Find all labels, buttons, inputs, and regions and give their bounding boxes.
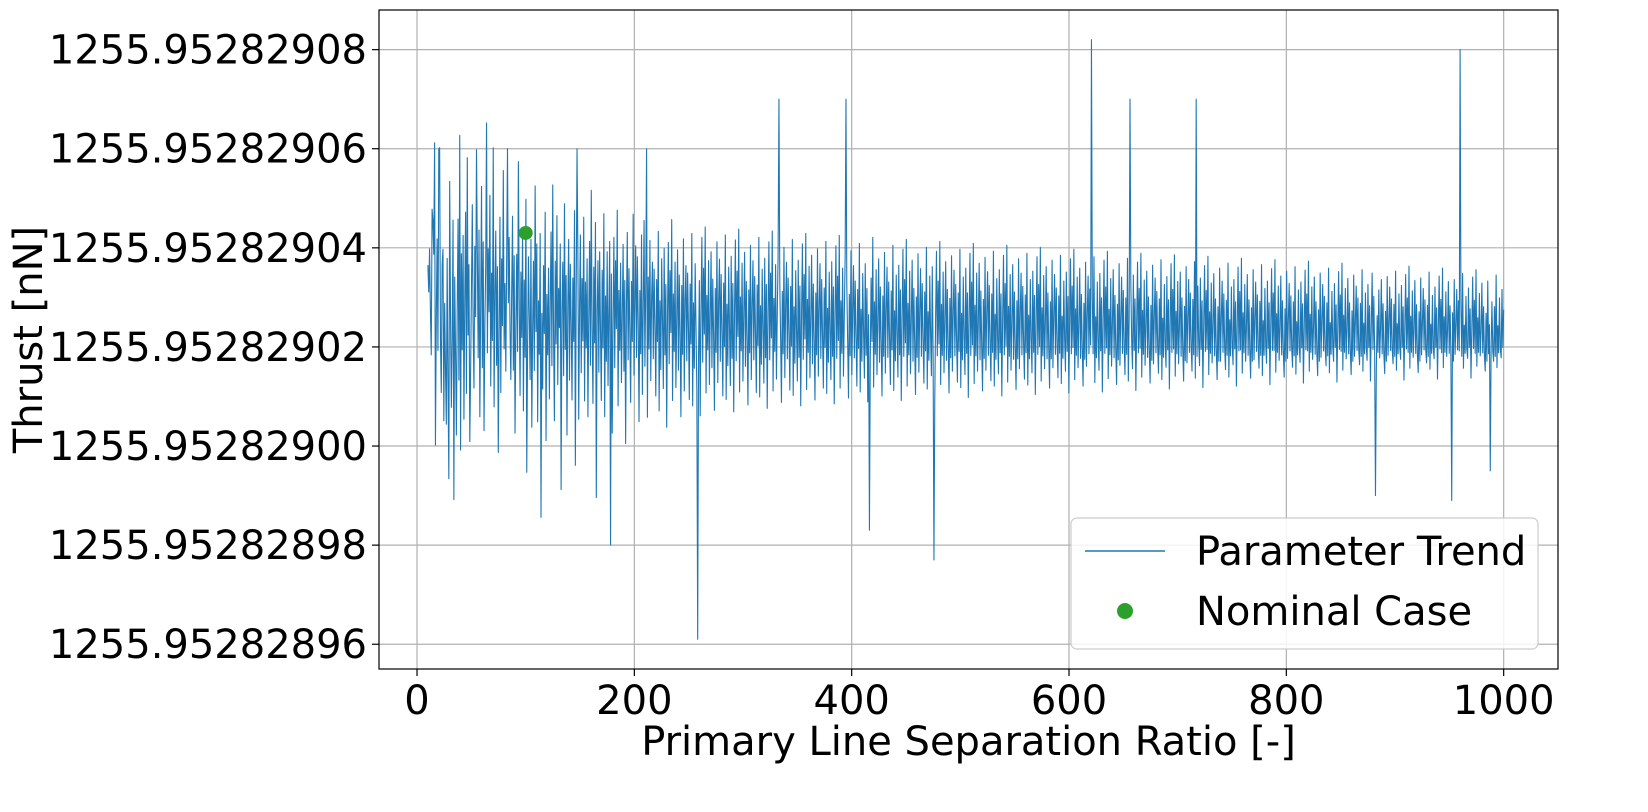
- y-axis-ticks: 1255.95282896 1255.95282898 1255.95282900 1…: [49, 28, 379, 668]
- legend-entry-nominal-case: Nominal Case: [1196, 589, 1472, 635]
- x-tick-label: 1000: [1453, 678, 1555, 724]
- series-line-parameter-trend: [427, 39, 1505, 640]
- legend-dot-swatch: [1117, 603, 1133, 619]
- y-tick-label: 1255.95282906: [49, 127, 367, 173]
- legend-entry-parameter-trend: Parameter Trend: [1196, 529, 1526, 575]
- y-tick-label: 1255.95282908: [49, 28, 367, 74]
- x-tick-label: 200: [596, 678, 672, 724]
- y-tick-label: 1255.95282898: [49, 523, 367, 569]
- y-axis-label: Thrust [nN]: [6, 226, 52, 454]
- x-tick-label: 800: [1248, 678, 1324, 724]
- y-tick-label: 1255.95282896: [49, 622, 367, 668]
- x-axis-ticks: 0 200 400 600 800 1000: [404, 669, 1555, 724]
- legend: Parameter Trend Nominal Case: [1070, 517, 1539, 650]
- series-layer: [427, 39, 1505, 640]
- x-tick-label: 400: [814, 678, 890, 724]
- x-tick-label: 600: [1031, 678, 1107, 724]
- plot-frame: [378, 9, 1559, 670]
- x-tick-label: 0: [404, 678, 429, 724]
- legend-box: [1070, 517, 1539, 650]
- nominal-case-point: [518, 225, 533, 240]
- y-tick-label: 1255.95282902: [49, 325, 367, 371]
- x-axis-label: Primary Line Separation Ratio [-]: [641, 719, 1296, 765]
- y-tick-label: 1255.95282904: [49, 226, 367, 272]
- y-tick-label: 1255.95282900: [49, 424, 367, 470]
